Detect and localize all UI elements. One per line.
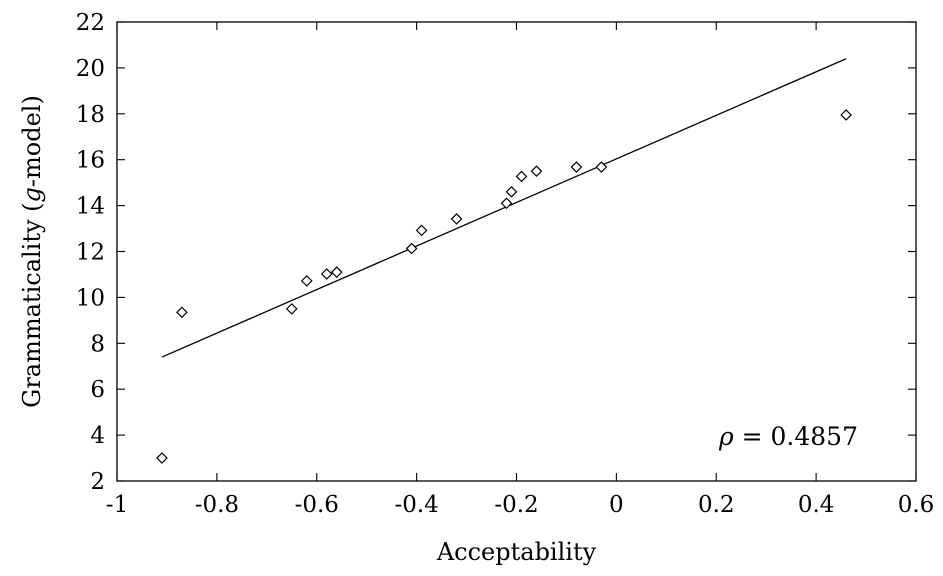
tick-labels-layer: -1 -0.8 -0.6 -0.4 -0.2 0 0.2 0.4 0.6 2 4 6 8 10 12 14 16…	[76, 10, 935, 518]
data-point	[176, 306, 188, 319]
data-point	[330, 266, 343, 279]
x-tick-label: 0.6	[898, 492, 935, 518]
x-tick-label: -0.8	[195, 492, 239, 518]
x-tick-label: 0	[609, 492, 624, 518]
data-points	[156, 109, 852, 464]
y-tick-label: 12	[76, 240, 105, 266]
rho-value: = 0.4857	[734, 422, 858, 451]
y-tick-label: 18	[76, 102, 105, 128]
regression-line	[161, 58, 847, 358]
y-axis-title: Grammaticality (g-model)	[18, 95, 46, 408]
y-tick-label: 10	[76, 285, 105, 311]
y-tick-label: 8	[90, 331, 105, 357]
y-tick-label: 14	[76, 194, 105, 220]
data-point	[300, 275, 313, 287]
y-tick-label: 6	[90, 377, 105, 403]
data-point	[570, 161, 583, 173]
data-point	[515, 170, 528, 183]
y-axis-title-prefix: Grammaticality (	[18, 202, 46, 407]
data-point	[595, 161, 608, 173]
y-tick-label: 20	[76, 56, 105, 82]
y-tick-label: 2	[90, 469, 105, 495]
data-point	[415, 224, 428, 237]
y-axis-title-suffix: -model)	[18, 95, 46, 187]
data-point	[840, 109, 852, 121]
x-tick-label: -1	[106, 492, 128, 518]
data-point	[505, 185, 518, 198]
x-axis-title: Acceptability	[436, 538, 597, 566]
ticks-layer	[116, 21, 917, 482]
y-axis-title-variable: g	[18, 187, 46, 202]
data-point	[320, 268, 333, 280]
y-tick-label: 16	[76, 148, 105, 174]
data-point	[285, 303, 298, 315]
data-point	[530, 165, 543, 178]
y-tick-label: 22	[76, 10, 105, 36]
x-tick-label: 0.2	[698, 492, 735, 518]
rho-symbol: ρ	[718, 422, 734, 451]
plot-frame	[116, 21, 917, 482]
correlation-annotation: ρ = 0.4857	[718, 422, 858, 451]
x-tick-label: -0.4	[394, 492, 438, 518]
data-point	[500, 197, 513, 210]
data-point	[405, 242, 418, 255]
x-tick-label: -0.2	[494, 492, 538, 518]
x-tick-label: 0.4	[798, 492, 835, 518]
y-tick-label: 4	[90, 423, 105, 449]
data-point	[450, 213, 463, 225]
data-point	[156, 452, 168, 464]
x-tick-label: -0.6	[295, 492, 339, 518]
